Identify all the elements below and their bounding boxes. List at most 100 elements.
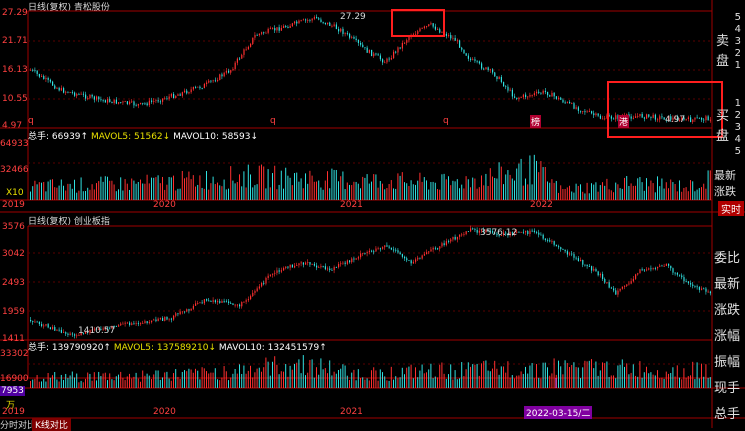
candle-body bbox=[632, 117, 634, 119]
candle-body bbox=[153, 319, 155, 321]
volume-bar bbox=[375, 370, 377, 388]
candle-body bbox=[437, 29, 439, 31]
candle-body bbox=[503, 82, 505, 87]
volume-bar bbox=[692, 181, 694, 200]
tab-kline-compare[interactable]: K线对比 bbox=[32, 418, 71, 431]
volume-bar bbox=[115, 376, 117, 388]
candle-body bbox=[520, 231, 522, 233]
candle-body bbox=[186, 90, 188, 94]
volume-bar bbox=[60, 374, 62, 388]
realtime-button[interactable]: 实时 bbox=[718, 201, 744, 216]
volume-bar bbox=[195, 368, 196, 388]
candle-body bbox=[43, 325, 45, 327]
volume-bar bbox=[399, 175, 401, 200]
volume-bar bbox=[588, 193, 590, 200]
candle-body bbox=[54, 327, 56, 331]
candle-body bbox=[89, 330, 91, 333]
candle-body bbox=[456, 236, 458, 240]
volume-bar bbox=[228, 380, 229, 388]
volume-bar bbox=[430, 363, 432, 388]
volume-bar bbox=[650, 180, 652, 200]
candle-body bbox=[338, 28, 340, 32]
volume-bar bbox=[49, 179, 51, 200]
candle-body bbox=[137, 104, 139, 106]
volume-bar bbox=[239, 174, 240, 200]
volume-bar bbox=[30, 191, 31, 200]
volume-bar bbox=[518, 375, 520, 388]
volume-bar bbox=[140, 381, 141, 388]
volume-bar bbox=[430, 182, 432, 200]
volume-bar bbox=[346, 182, 348, 200]
volume-bar bbox=[320, 187, 322, 200]
volume-bar bbox=[210, 183, 212, 200]
mavol10: MAVOL10: 132451579↑ bbox=[218, 343, 327, 353]
candle-body bbox=[263, 282, 265, 284]
volume-bar bbox=[659, 186, 661, 200]
volume-bar bbox=[335, 373, 337, 388]
candle-body bbox=[239, 304, 241, 307]
volume-bar bbox=[595, 361, 597, 388]
volume-bar bbox=[690, 375, 691, 388]
volume-bar bbox=[230, 377, 232, 388]
candle-body bbox=[522, 94, 524, 98]
candle-body bbox=[549, 95, 551, 97]
candle-body bbox=[142, 323, 144, 324]
volume-bar bbox=[397, 173, 399, 200]
candle-body bbox=[87, 331, 89, 333]
volume-bar bbox=[267, 361, 269, 388]
volume-bar bbox=[129, 189, 130, 200]
candle-body bbox=[287, 27, 289, 28]
candle-body bbox=[492, 69, 494, 73]
volume-bar bbox=[175, 190, 177, 200]
volume-bar bbox=[569, 367, 570, 388]
candle-body bbox=[333, 24, 335, 26]
volume-bar bbox=[309, 359, 311, 388]
candle-body bbox=[377, 54, 379, 56]
volume-bar bbox=[619, 188, 621, 200]
volume-bar bbox=[566, 362, 568, 388]
candle-body bbox=[386, 245, 388, 247]
candle-body bbox=[360, 42, 362, 45]
candle-body bbox=[234, 62, 236, 69]
candle-body bbox=[199, 302, 201, 304]
candle-body bbox=[626, 284, 628, 286]
tab-time-compare[interactable]: 分时对比 bbox=[0, 421, 37, 431]
marker-q: q bbox=[270, 116, 276, 126]
volume-bar bbox=[608, 189, 610, 200]
volume-bar bbox=[142, 370, 144, 388]
candle-body bbox=[709, 119, 711, 121]
candle-body bbox=[41, 76, 43, 77]
candle-body bbox=[505, 86, 507, 88]
candle-body bbox=[166, 316, 168, 320]
candle-body bbox=[146, 103, 148, 106]
year-label: 2020 bbox=[153, 200, 176, 210]
candle-body bbox=[85, 94, 87, 99]
volume-bar bbox=[560, 185, 562, 200]
candle-body bbox=[80, 332, 82, 336]
volume-bar bbox=[707, 170, 709, 200]
volume-bar bbox=[670, 372, 672, 388]
volume-bar bbox=[410, 364, 412, 388]
candle-body bbox=[652, 268, 654, 269]
volume-bar bbox=[289, 365, 291, 388]
candle-body bbox=[371, 250, 373, 252]
candle-body bbox=[683, 277, 685, 282]
volume-bar bbox=[241, 373, 243, 388]
candle-body bbox=[597, 271, 599, 276]
candle-body bbox=[278, 27, 280, 31]
candle-body bbox=[104, 100, 106, 103]
candle-body bbox=[228, 301, 230, 303]
volume-bar bbox=[190, 179, 192, 200]
candle-body bbox=[665, 263, 667, 266]
candle-body bbox=[346, 33, 348, 35]
candle-body bbox=[56, 87, 58, 89]
volume-bar bbox=[221, 377, 223, 388]
candle-body bbox=[162, 98, 164, 102]
candle-body bbox=[203, 299, 205, 304]
volume-bar bbox=[135, 183, 137, 200]
volume-bar bbox=[421, 181, 423, 200]
volume-bar bbox=[404, 374, 405, 388]
volume-bar bbox=[690, 180, 691, 200]
candle-body bbox=[329, 22, 331, 26]
